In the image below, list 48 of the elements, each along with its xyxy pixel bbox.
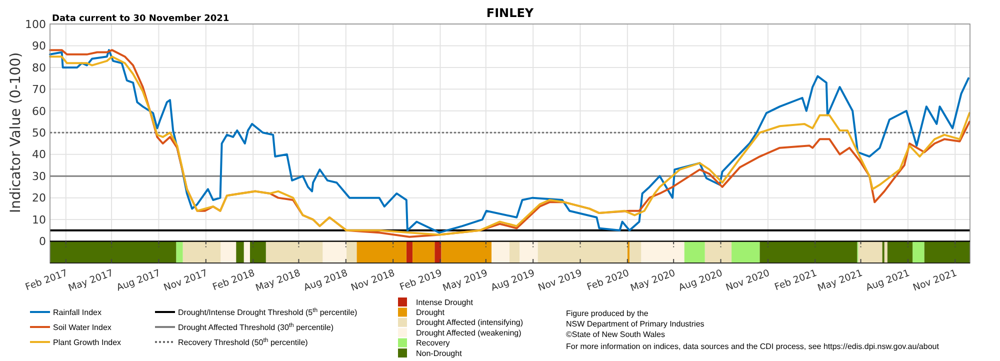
y-tick-label: 0 (39, 235, 46, 248)
x-tick-label: Aug 2017 (115, 268, 162, 294)
x-tick-label: Nov 2017 (162, 268, 210, 294)
y-tick-label: 100 (25, 18, 46, 31)
x-tick-label: Feb 2020 (586, 268, 631, 294)
x-tick-label: Aug 2019 (490, 268, 536, 294)
x-tick-label: Aug 2021 (864, 268, 912, 294)
y-tick-label: 60 (32, 104, 46, 118)
legend-label: Non-Drought (416, 348, 463, 358)
y-tick-label: 50 (32, 126, 46, 140)
x-tick-label: Aug 2020 (677, 268, 724, 294)
legend-label: Intense Drought (416, 298, 474, 307)
x-tick-label: Feb 2017 (24, 268, 70, 294)
x-tick-label: May 2021 (816, 268, 864, 294)
legend-label: Drought Affected (weakening) (416, 328, 522, 338)
legend-label: Recovery (416, 338, 450, 348)
y-tick-label: 20 (32, 192, 46, 205)
legend-label: Drought Affected (intensifying) (416, 318, 524, 328)
x-tick-label: May 2019 (441, 268, 490, 294)
x-tick-label: Nov 2021 (912, 268, 958, 294)
legend-label: Soil Water Index (53, 322, 112, 332)
y-axis-title: Indicator Value (0-100) (8, 52, 24, 214)
x-tick-label: May 2020 (629, 268, 677, 294)
x-tick-label: May 2017 (67, 268, 115, 294)
y-tick-label: 90 (32, 40, 46, 53)
legend-label: Rainfall Index (53, 308, 102, 317)
y-tick-label: 70 (32, 83, 46, 96)
x-tick-label: Aug 2018 (302, 268, 350, 294)
x-tick-label: May 2018 (254, 268, 302, 294)
x-tick-label: Feb 2019 (398, 268, 444, 294)
y-tick-label: 40 (32, 148, 46, 162)
x-tick-label: Nov 2018 (350, 268, 396, 294)
text: For more information on indices, data sources and the CDI process, see https://edis.dpi.nsw.gov.au/about (566, 342, 940, 351)
legend-label: Drought/Intense Drought Threshold (5$^{th}$ percentile) (178, 306, 358, 317)
legend-label: Plant Growth Index (53, 338, 122, 347)
y-tick-label: 10 (32, 213, 46, 226)
legend-label: Recovery Threshold (50$^{th}$ percentile) (178, 336, 308, 347)
y-tick-label: 80 (32, 61, 46, 74)
text: Figure produced by the NSW Department of Primary Industries ©State of New South Wales (566, 309, 704, 339)
x-tick-label: Feb 2021 (773, 268, 818, 294)
legend-label: Drought (416, 308, 446, 317)
chart-title: FINLEY (486, 6, 534, 20)
legend-label: Drought Affected Threshold (30$^{th}$ percentile) (178, 322, 334, 332)
y-tick-label: 30 (32, 170, 46, 183)
x-tick-label: Nov 2019 (536, 268, 584, 294)
chart-subtitle: Data current to 30 November 2021 (52, 14, 230, 24)
x-tick-label: Feb 2018 (211, 268, 256, 294)
x-tick-label: Nov 2020 (724, 268, 772, 294)
